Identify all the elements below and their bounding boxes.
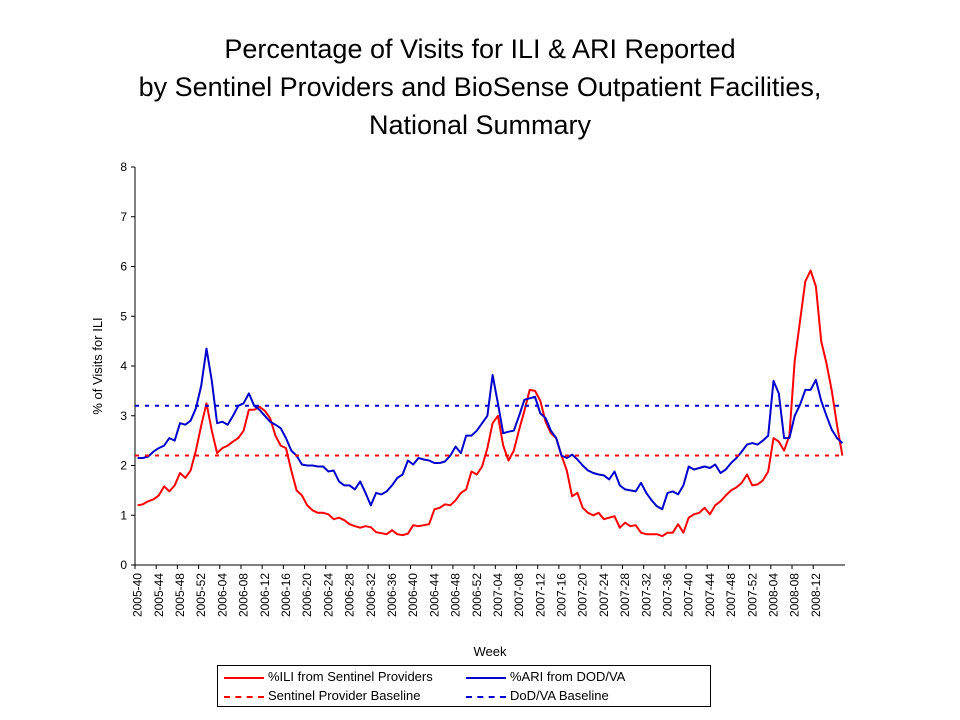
chart-legend: %ILI from Sentinel Providers %ARI from D… [217, 665, 711, 707]
x-tick-label: 2007-12 [533, 573, 547, 617]
y-tick-label: 0 [120, 558, 127, 572]
legend-label-ili: %ILI from Sentinel Providers [268, 669, 433, 684]
y-tick-label: 5 [120, 309, 127, 323]
x-tick-label: 2005-52 [194, 573, 208, 617]
x-tick-label: 2006-32 [364, 573, 378, 617]
legend-item-sentinel-baseline: Sentinel Provider Baseline [224, 687, 420, 705]
x-tick-label: 2005-40 [131, 573, 145, 617]
legend-swatch-ari [466, 676, 506, 679]
y-tick-label: 4 [120, 359, 127, 373]
x-tick-label: 2008-04 [766, 573, 780, 617]
y-tick-label: 2 [120, 459, 127, 473]
legend-item-ili: %ILI from Sentinel Providers [224, 668, 433, 686]
x-tick-label: 2006-16 [279, 573, 293, 617]
x-tick-label: 2007-16 [555, 573, 569, 617]
x-tick-label: 2007-52 [745, 573, 759, 617]
x-tick-label: 2008-12 [809, 573, 823, 617]
y-tick-label: 7 [120, 210, 127, 224]
x-tick-label: 2006-40 [406, 573, 420, 617]
chart-title: Percentage of Visits for ILI & ARI Repor… [0, 30, 960, 144]
y-tick-label: 3 [120, 409, 127, 423]
chart-title-line-3: National Summary [368, 110, 592, 140]
x-tick-label: 2005-48 [173, 573, 187, 617]
x-tick-label: 2006-20 [300, 573, 314, 617]
legend-label-dodva-baseline: DoD/VA Baseline [510, 688, 609, 703]
plot-area: 0 1 2 3 4 5 6 7 8 2005-40 2005-44 2005-48 2005-52 200… [120, 160, 845, 617]
legend-swatch-dodva-baseline [466, 695, 506, 698]
y-axis-label: % of Visits for ILI [90, 317, 105, 414]
x-tick-label: 2007-44 [703, 573, 717, 617]
x-tick-label: 2007-08 [512, 573, 526, 617]
x-tick-label: 2007-20 [576, 573, 590, 617]
series-ili-from-sentinel-providers-line [137, 269, 844, 538]
legend-swatch-sentinel-baseline [224, 695, 264, 698]
legend-item-ari: %ARI from DOD/VA [466, 668, 625, 686]
x-tick-label: 2006-36 [385, 573, 399, 617]
x-tick-label: 2006-48 [449, 573, 463, 617]
x-tick-label: 2006-04 [215, 573, 229, 617]
x-tick-label: 2006-12 [258, 573, 272, 617]
chart-title-line-2: by Sentinel Providers and BioSense Outpa… [138, 72, 822, 102]
x-tick-label: 2007-40 [682, 573, 696, 617]
y-tick-label: 1 [120, 508, 127, 522]
legend-swatch-ili [224, 676, 264, 679]
legend-item-dodva-baseline: DoD/VA Baseline [466, 687, 609, 705]
legend-label-ari: %ARI from DOD/VA [510, 669, 626, 684]
y-tick-label: 6 [120, 260, 127, 274]
x-tick-label: 2006-28 [343, 573, 357, 617]
x-tick-label: 2008-08 [788, 573, 802, 617]
x-tick-label: 2006-08 [237, 573, 251, 617]
x-tick-label: 2007-04 [491, 573, 505, 617]
y-tick-label: 8 [120, 160, 127, 174]
x-tick-label: 2007-32 [639, 573, 653, 617]
x-axis-label: Week [474, 644, 507, 659]
x-tick-label: 2007-36 [661, 573, 675, 617]
x-tick-label: 2007-48 [724, 573, 738, 617]
x-tick-label: 2007-24 [597, 573, 611, 617]
x-tick-label: 2006-52 [470, 573, 484, 617]
x-tick-label: 2007-28 [618, 573, 632, 617]
chart-title-line-1: Percentage of Visits for ILI & ARI Repor… [224, 34, 736, 64]
x-tick-label: 2006-44 [427, 573, 441, 617]
x-tick-label: 2005-44 [152, 573, 166, 617]
legend-label-sentinel-baseline: Sentinel Provider Baseline [268, 688, 421, 703]
x-tick-label: 2006-24 [321, 573, 335, 617]
